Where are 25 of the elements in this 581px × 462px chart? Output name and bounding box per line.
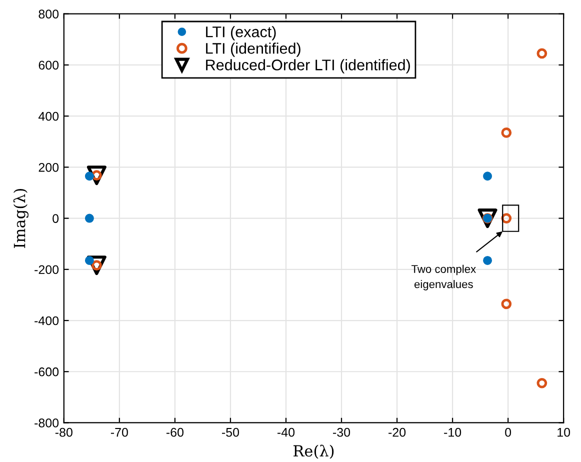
x-tick-label: -20 [388, 428, 406, 437]
y-axis-title: Imag(λ) [13, 188, 28, 248]
y-tick-label: 800 [38, 10, 59, 19]
x-tick-label: -50 [222, 428, 240, 437]
x-tick-label: -60 [166, 428, 184, 437]
x-axis-title: Re(λ) [294, 444, 334, 459]
x-tick-label: -40 [278, 428, 295, 437]
y-tick-label: -200 [34, 265, 59, 274]
x-tick-label: 10 [558, 428, 570, 437]
legend-label: LTI (identified) [206, 42, 300, 57]
y-tick-label: 0 [52, 214, 59, 223]
y-tick-label: -800 [34, 418, 59, 428]
x-tick-label: -30 [333, 428, 350, 437]
x-tick-label: 0 [505, 428, 512, 437]
x-tick-label: -80 [55, 428, 72, 437]
legend-label: Reduced-Order LTI (identified) [206, 59, 410, 74]
x-tick-label: -10 [444, 428, 462, 437]
x-tick-label: -70 [110, 428, 128, 437]
y-tick-label: -600 [34, 367, 59, 376]
annotation: Two complex eigenvalues [411, 264, 476, 290]
y-tick-label: 600 [38, 60, 59, 70]
y-tick-label: 400 [38, 112, 59, 121]
legend-label: LTI (exact) [206, 26, 276, 40]
y-tick-label: -400 [34, 316, 59, 326]
y-tick-label: 200 [38, 162, 59, 172]
